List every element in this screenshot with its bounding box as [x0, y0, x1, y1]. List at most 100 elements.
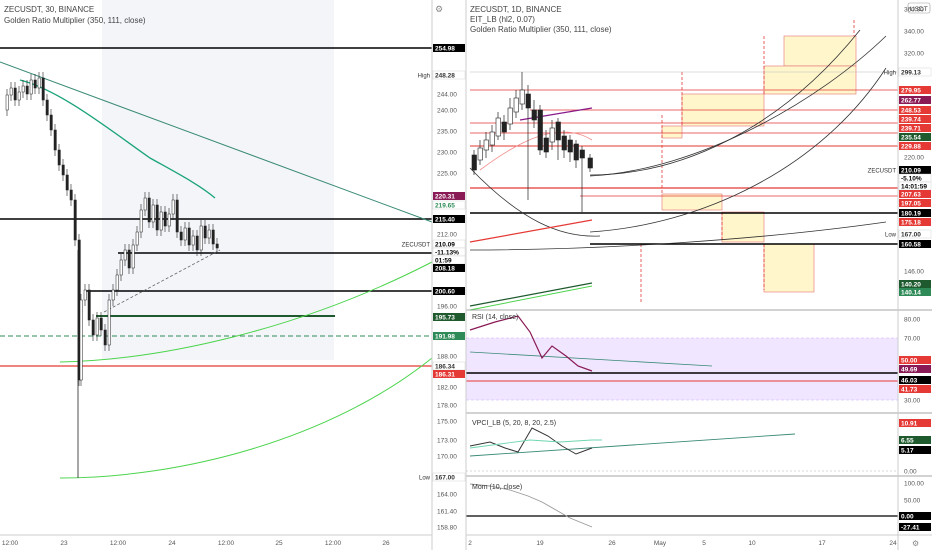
candle: [525, 93, 531, 109]
time-tick-label: May: [654, 540, 667, 547]
currency-label: USDT: [910, 6, 928, 13]
price-label: 50.00: [901, 358, 918, 365]
price-label-box: [899, 280, 931, 288]
price-label: 220.31: [435, 194, 455, 201]
time-tick-label: 12:00: [2, 540, 19, 547]
price-label: 10.91: [901, 421, 918, 428]
right-price-axis: 360.00 340.00 320.00 220.00 146.00: [904, 7, 924, 276]
right-time-axis: 2 19 26 May 5 10 17 24: [468, 540, 897, 547]
price-tick-label: 100.00: [904, 481, 924, 488]
price-label-prefix: ZECUSDT: [868, 169, 897, 175]
left-time-axis: 12:00 23 12:00 24 12:00 25 12:00 26: [2, 540, 390, 547]
candle: [131, 244, 135, 269]
price-label: 210.09: [435, 242, 455, 249]
candle: [207, 229, 211, 239]
time-tick-label: 19: [536, 540, 544, 547]
candle: [99, 317, 103, 331]
price-label-box: [898, 67, 932, 77]
candle: [555, 121, 561, 141]
candle: [41, 77, 45, 101]
price-label-box: [433, 313, 465, 321]
red-support-line: [469, 219, 593, 243]
price-label: 186.34: [435, 364, 455, 371]
candle: [33, 79, 37, 89]
price-label-box: [433, 192, 465, 200]
candle: [195, 235, 199, 251]
candle: [483, 139, 489, 151]
price-label-prefix: Low: [419, 476, 431, 482]
candle: [167, 213, 171, 227]
time-tick-label: 25: [275, 540, 283, 547]
price-label: 167.00: [901, 232, 921, 239]
rsi-axis: 80.00 70.00 30.00: [904, 317, 921, 405]
price-label-box: [899, 356, 931, 364]
settings-gear-icon[interactable]: ⚙: [435, 4, 443, 14]
price-tick-label: 235.00: [437, 129, 457, 136]
projection-box: [661, 193, 723, 211]
candle: [471, 154, 477, 171]
projection-arrows: [640, 20, 855, 302]
candle: [61, 164, 65, 176]
time-tick-label: 10: [748, 540, 756, 547]
candle: [501, 121, 507, 133]
price-label-box: [899, 166, 931, 174]
price-label-box: [899, 190, 931, 198]
ma-green-lower: [59, 357, 433, 479]
price-label-box: [432, 472, 466, 482]
right-indicator-1: EIT_LB (hl2, 0.07): [470, 15, 535, 24]
price-label: 0.00: [901, 514, 914, 521]
price-label: 191.98: [435, 334, 455, 341]
candle: [567, 139, 573, 153]
price-label: 208.18: [435, 266, 455, 273]
candle: [573, 143, 579, 161]
candle: [513, 97, 519, 113]
projection-box: [763, 65, 857, 95]
price-tick-label: 164.00: [437, 492, 457, 499]
candle: [495, 117, 501, 137]
price-label: -5.10%: [901, 176, 922, 183]
candle: [49, 114, 53, 131]
price-label-prefix: High: [884, 71, 896, 77]
candle: [579, 149, 585, 159]
price-label-box: [432, 70, 466, 80]
price-label-box: [899, 446, 931, 454]
time-tick-label: 12:00: [325, 540, 342, 547]
price-label: 175.18: [901, 220, 921, 227]
price-label: 46.03: [901, 378, 918, 385]
candle: [65, 174, 69, 191]
candle: [507, 107, 513, 125]
candle: [477, 147, 483, 161]
settings-gear-icon[interactable]: ⚙: [912, 539, 919, 548]
candle: [183, 227, 187, 241]
descending-trendline: [0, 61, 433, 223]
price-label: 219.65: [435, 203, 455, 210]
price-label-box: [433, 215, 465, 223]
price-label: 5.17: [901, 448, 914, 455]
price-label: 239.71: [901, 126, 921, 133]
candle: [73, 199, 77, 241]
left-candles: [5, 72, 219, 478]
candle: [531, 109, 537, 121]
candle: [163, 211, 167, 227]
candle: [519, 89, 525, 105]
candle: [21, 85, 25, 93]
candle: [107, 299, 111, 346]
left-title: ZECUSDT, 30, BINANCE: [4, 5, 94, 14]
price-label-box: [899, 419, 931, 427]
candle: [127, 249, 131, 269]
candle: [17, 91, 21, 101]
price-label-box: [898, 229, 932, 239]
price-label: 262.77: [901, 98, 921, 105]
currency-badge[interactable]: [907, 2, 931, 14]
candle: [119, 259, 123, 276]
time-tick-label: 23: [60, 540, 68, 547]
left-price-labels: 254.98 High 248.28 220.31 219.65 215.40 ZECUSD…: [402, 44, 466, 482]
gr-curve-black-3: [589, 67, 887, 233]
price-label: 200.60: [435, 289, 455, 296]
price-label-box: [899, 142, 931, 150]
price-tick-label: 225.00: [437, 171, 457, 178]
candle: [191, 235, 195, 246]
price-tick-label: 158.80: [437, 525, 457, 532]
candle: [103, 329, 107, 346]
